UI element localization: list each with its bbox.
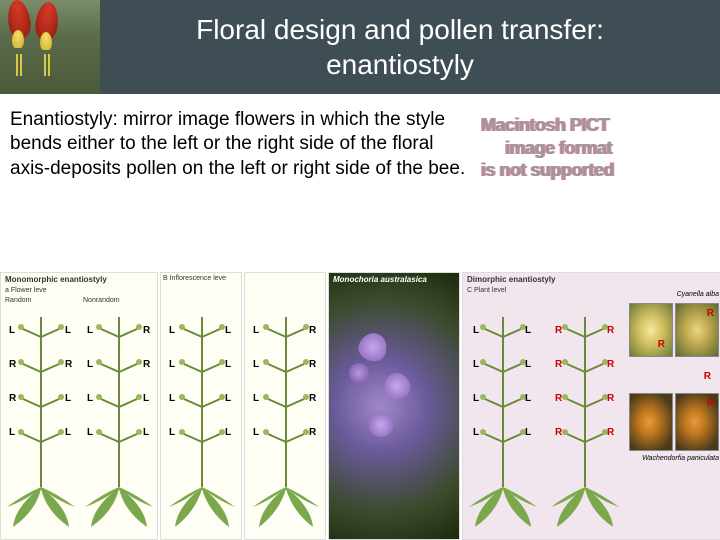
panel-b-sub: B Inflorescence leve [163, 275, 226, 282]
lr: R [704, 371, 711, 382]
lr: L [525, 325, 531, 336]
panel-a-sub: a Flower leve [5, 287, 47, 294]
pict-line-2: image format [481, 137, 710, 160]
lr: R [707, 398, 714, 409]
lr: R [607, 325, 614, 336]
panel-dimorphic: Dimorphic enantiostyly C Plant level L L… [462, 272, 720, 540]
lr: L [525, 359, 531, 370]
lr: L [473, 393, 479, 404]
lr: R [9, 393, 16, 404]
lr: L [525, 427, 531, 438]
species-monochoria: Monochoria australasica [333, 275, 427, 284]
lr: L [169, 427, 175, 438]
lr: L [169, 393, 175, 404]
pict-line-3: is not supported [481, 159, 710, 182]
lr: L [143, 393, 149, 404]
lr: L [473, 359, 479, 370]
body-row: Enantiostyly: mirror image flowers in wh… [0, 94, 720, 182]
lr: R [65, 359, 72, 370]
lr: R [309, 359, 316, 370]
definition-paragraph: Enantiostyly: mirror image flowers in wh… [10, 108, 475, 182]
panel-monomorphic-flower: Monomorphic enantiostyly a Flower leve R… [0, 272, 158, 540]
photo-wachendorfia-b: R [675, 393, 719, 451]
lr: L [87, 359, 93, 370]
label-nonrandom: Nonrandom [83, 297, 120, 304]
lr: L [169, 325, 175, 336]
lr: L [473, 325, 479, 336]
lr: R [9, 359, 16, 370]
lr: R [555, 393, 562, 404]
lr: L [253, 427, 259, 438]
panel-e-sub: C Plant level [467, 287, 506, 294]
lr: L [87, 325, 93, 336]
lr: L [65, 427, 71, 438]
lr: R [309, 427, 316, 438]
plant-b [167, 307, 237, 527]
lr: L [87, 427, 93, 438]
lr: L [87, 393, 93, 404]
lr: L [225, 325, 231, 336]
lr: L [225, 393, 231, 404]
panel-inflorescence-1: B Inflorescence leve L L L L L L L L [160, 272, 242, 540]
photo-wachendorfia-a [629, 393, 673, 451]
plant-nonrandom [83, 307, 155, 527]
lr: L [253, 325, 259, 336]
plant-r-morph [549, 307, 621, 527]
lr: L [9, 325, 15, 336]
title-line-1: Floral design and pollen transfer: [100, 12, 700, 47]
plant-l-morph [467, 307, 539, 527]
lr: R [309, 393, 316, 404]
lr: R [309, 325, 316, 336]
title-line-2: enantiostyly [100, 47, 700, 82]
lr: L [9, 427, 15, 438]
pict-line-1: Macintosh PICT [481, 114, 710, 137]
plant-random [5, 307, 77, 527]
diagram-row: Monomorphic enantiostyly a Flower leve R… [0, 272, 720, 540]
lr: R [707, 308, 714, 319]
lr: R [555, 325, 562, 336]
panel-e-title: Dimorphic enantiostyly [467, 275, 555, 284]
lr: L [65, 325, 71, 336]
photo-cyanella-a [629, 303, 673, 357]
lr: R [143, 325, 150, 336]
panel-inflorescence-2: L R L R L R L R [244, 272, 326, 540]
lr: L [225, 427, 231, 438]
lr: L [253, 393, 259, 404]
lr: L [65, 393, 71, 404]
slide-header: Floral design and pollen transfer: enant… [0, 0, 720, 94]
lr: R [607, 393, 614, 404]
lr: R [607, 359, 614, 370]
lr: R [607, 427, 614, 438]
species-wachendorfia: Wachendorfia paniculata [642, 455, 719, 463]
label-random: Random [5, 297, 31, 304]
lr: L [143, 427, 149, 438]
panel-a-title: Monomorphic enantiostyly [5, 275, 107, 284]
lr: L [473, 427, 479, 438]
lr: L [525, 393, 531, 404]
lr: R [555, 359, 562, 370]
lr: L [253, 359, 259, 370]
lr: R [143, 359, 150, 370]
slide-title: Floral design and pollen transfer: enant… [100, 12, 720, 82]
species-cyanella: Cyanella alba [677, 291, 719, 298]
photo-cyanella-b: R [675, 303, 719, 357]
plant-c [251, 307, 321, 527]
lr: L [225, 359, 231, 370]
columbine-photo [0, 0, 100, 94]
panel-monochoria-photo: Monochoria australasica [328, 272, 460, 540]
lr: L [169, 359, 175, 370]
pict-placeholder: Macintosh PICT image format is not suppo… [475, 108, 710, 182]
lr: R [658, 339, 665, 350]
lr: R [555, 427, 562, 438]
